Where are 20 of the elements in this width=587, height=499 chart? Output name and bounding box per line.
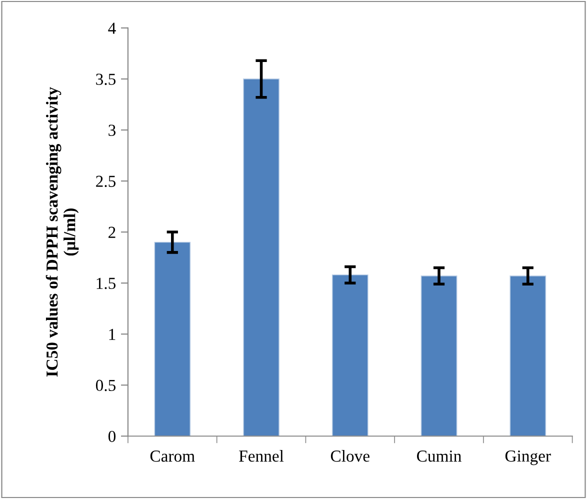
- x-tick-label: Fennel: [239, 450, 284, 462]
- x-tick-label: Carom: [150, 450, 195, 462]
- x-tick-label: Cumin: [417, 450, 462, 462]
- x-tick-label: Ginger: [505, 450, 551, 466]
- y-tick-label: 2: [108, 226, 116, 238]
- y-tick-label: 0.5: [96, 380, 116, 392]
- bar: [510, 275, 546, 436]
- y-tick-label: 1: [109, 328, 116, 340]
- bar: [332, 274, 368, 436]
- bar: [154, 242, 191, 436]
- y-tick-label: 1.5: [96, 278, 116, 290]
- y-tick-label: 3.5: [96, 74, 116, 85]
- bar: [420, 275, 458, 436]
- y-tick-label: 3: [108, 124, 116, 136]
- y-tick-label: 0: [108, 430, 116, 442]
- y-tick-label: 4: [108, 22, 116, 34]
- y-tick-label: 2.5: [96, 176, 116, 188]
- x-tick-label: Clove: [330, 450, 370, 462]
- y-axis-title: IC50 values of DPPH scavenging activity (µl/ml): [46, 87, 79, 377]
- bar: [243, 78, 280, 436]
